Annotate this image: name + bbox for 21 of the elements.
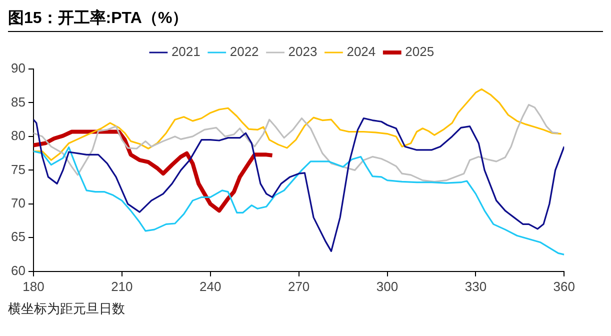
text: 横坐标为距元旦日数 [8, 300, 126, 318]
x-tick-label: 180 [22, 278, 44, 294]
x-tick-label: 240 [200, 278, 222, 294]
x-tick-label: 210 [111, 278, 133, 294]
legend-label: 2022 [230, 44, 259, 60]
y-tick-label: 90 [10, 60, 26, 76]
y-tick-label: 65 [10, 229, 26, 244]
y-tick-label: 80 [10, 128, 26, 144]
legend-label: 2023 [288, 44, 318, 60]
chart-title: 图15：开工率:PTA（%） [8, 8, 603, 32]
legend-label: 2024 [346, 44, 376, 60]
x-tick-label: 330 [464, 278, 487, 294]
y-tick-label: 85 [10, 94, 26, 110]
y-tick-label: 70 [10, 196, 26, 211]
x-tick-label: 270 [288, 278, 310, 294]
y-tick-label: 75 [10, 162, 26, 177]
y-tick-label: 60 [10, 262, 26, 278]
legend-label: 2025 [405, 44, 434, 60]
legend-label: 2021 [171, 44, 200, 60]
x-tick-label: 360 [553, 278, 576, 294]
x-tick-label: 300 [376, 278, 398, 294]
